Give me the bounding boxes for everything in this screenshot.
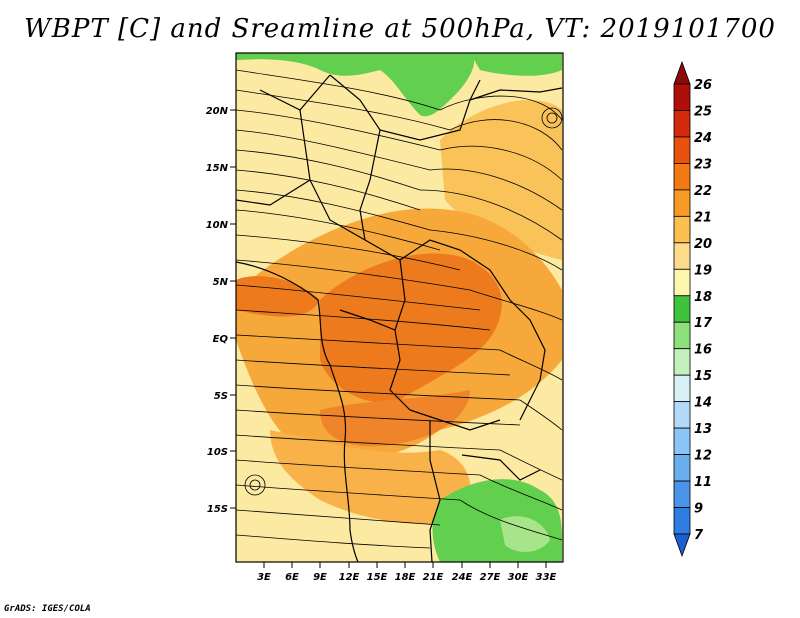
country-borders bbox=[236, 74, 563, 562]
colorbar-segment bbox=[673, 401, 691, 429]
green-region-north bbox=[236, 53, 475, 117]
colorbar-bottom-arrow bbox=[673, 533, 691, 558]
lon-label: 9E bbox=[313, 572, 327, 583]
colorbar-label: 19 bbox=[694, 263, 712, 278]
colorbar-segment bbox=[673, 83, 691, 111]
colorbar-segment bbox=[673, 215, 691, 244]
warm-region-south bbox=[270, 430, 471, 524]
colorbar-segment bbox=[673, 110, 691, 138]
lat-ticks bbox=[230, 109, 236, 509]
colorbar-segment bbox=[673, 242, 691, 270]
lat-label: 5S bbox=[214, 391, 228, 402]
colorbar-label: 18 bbox=[694, 290, 712, 305]
lon-label: 18E bbox=[395, 572, 416, 583]
colorbar-label: 7 bbox=[694, 528, 704, 543]
hot-region-core bbox=[320, 253, 502, 403]
streamlines bbox=[236, 69, 563, 549]
wbpt-shading bbox=[236, 53, 562, 562]
lat-label: 20N bbox=[206, 106, 229, 117]
lat-label: 10N bbox=[206, 220, 229, 231]
coastline bbox=[236, 261, 359, 562]
colorbar-segment bbox=[673, 427, 691, 455]
pale-region-se bbox=[500, 516, 550, 552]
colorbar-segment bbox=[673, 163, 691, 191]
chart-title: WBPT [C] and Sreamline at 500hPa, VT: 20… bbox=[24, 14, 776, 44]
lon-label: 6E bbox=[285, 572, 299, 583]
colorbar-segment bbox=[673, 480, 691, 508]
colorbar-label: 14 bbox=[694, 396, 712, 411]
colorbar-segment bbox=[673, 454, 691, 482]
colorbar-label: 17 bbox=[694, 316, 713, 331]
colorbar-label: 9 bbox=[694, 502, 703, 517]
colorbar-label: 21 bbox=[694, 210, 712, 225]
lon-label: 21E bbox=[423, 572, 444, 583]
lat-label: EQ bbox=[213, 334, 229, 345]
colorbar-segment bbox=[673, 295, 691, 323]
colorbar-label: 20 bbox=[694, 237, 712, 252]
colorbar-segment bbox=[673, 136, 691, 164]
colorbar-label: 24 bbox=[694, 131, 712, 146]
colorbar-segment bbox=[673, 268, 691, 297]
colorbar-label: 25 bbox=[694, 104, 712, 119]
map-panel bbox=[236, 53, 563, 562]
colorbar-segment bbox=[673, 321, 691, 350]
colorbar-label: 12 bbox=[694, 449, 712, 464]
colorbar-label: 13 bbox=[694, 422, 712, 437]
colorbar-segment bbox=[673, 374, 691, 403]
green-region-ne bbox=[470, 53, 562, 76]
lat-label: 10S bbox=[207, 447, 228, 458]
colorbar-label: 15 bbox=[694, 369, 712, 384]
lat-label: 15N bbox=[206, 163, 229, 174]
hot-region-south bbox=[320, 390, 470, 447]
colorbar-label: 23 bbox=[694, 157, 712, 172]
colorbar-top-arrow bbox=[673, 60, 691, 85]
colorbar-label: 22 bbox=[694, 184, 712, 199]
map-frame bbox=[235, 52, 564, 563]
lon-label: 24E bbox=[452, 572, 473, 583]
colorbar-label: 11 bbox=[694, 475, 712, 490]
lat-label: 5N bbox=[213, 277, 229, 288]
colorbar: 26 25 24 23 22 21 20 19 18 17 16 15 14 13 12 11 9 7 bbox=[673, 60, 713, 558]
lon-label: 3E bbox=[257, 572, 271, 583]
lon-label: 27E bbox=[480, 572, 501, 583]
colorbar-label: 16 bbox=[694, 343, 712, 358]
colorbar-label: 26 bbox=[694, 78, 712, 93]
credit-text: GrADS: IGES/COLA bbox=[4, 604, 91, 614]
lon-label: 12E bbox=[339, 572, 360, 583]
lat-labels: 20N 15N 10N 5N EQ 5S 10S 15S bbox=[206, 106, 229, 515]
colorbar-segment bbox=[673, 189, 691, 217]
lon-label: 30E bbox=[508, 572, 529, 583]
lon-label: 15E bbox=[367, 572, 388, 583]
lon-ticks bbox=[263, 562, 547, 568]
colorbar-segment bbox=[673, 507, 691, 535]
lat-label: 15S bbox=[207, 504, 228, 515]
colorbar-segment bbox=[673, 348, 691, 376]
lon-labels: 3E 6E 9E 12E 15E 18E 21E 24E 27E 30E 33E bbox=[257, 572, 556, 583]
lon-label: 33E bbox=[536, 572, 557, 583]
